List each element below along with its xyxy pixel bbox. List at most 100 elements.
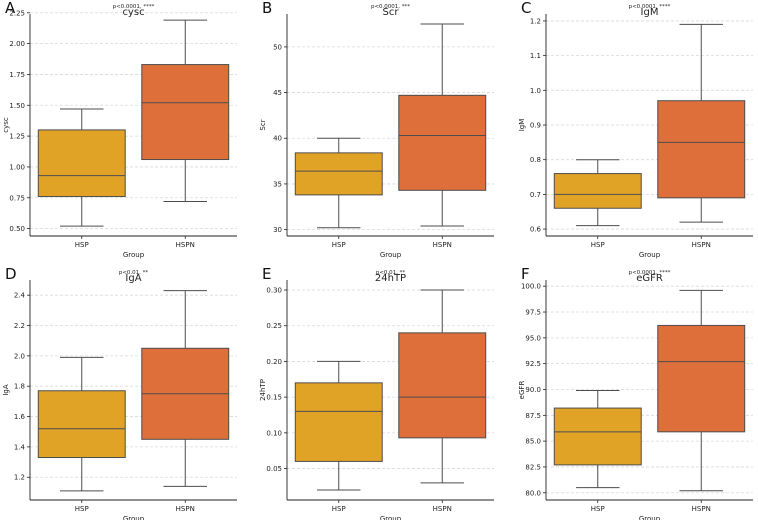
y-tick-label-b: 45 [273,89,282,97]
y-tick-label-b: 50 [273,43,282,51]
y-tick-label-c: 0.8 [530,156,541,164]
y-tick-label-f: 85.0 [525,438,541,446]
box-e-hspn [398,332,487,439]
x-axis-title-a: Group [123,251,145,259]
p-value-label-a: p<0.0001, **** [113,4,155,10]
y-axis-title-a: cysc [2,117,10,133]
y-tick-label-f: 82.5 [525,463,541,471]
y-tick-label-d: 2.0 [14,352,25,360]
panel-letter-c: C [521,0,531,17]
p-value-label-f: p<0.0001, **** [629,270,671,276]
chart-title-c: IgM [641,7,659,18]
y-tick-label-f: 87.5 [525,412,541,420]
y-tick-label-c: 0.7 [530,191,541,199]
x-tick-label-e-hspn: HSPN [433,505,452,513]
y-tick-label-c: 0.6 [530,226,542,234]
y-tick-label-d: 1.4 [14,443,26,451]
p-value-label-e: p<0.01, ** [376,270,406,276]
panel-letter-e: E [262,265,271,283]
y-tick-label-a: 0.50 [9,225,25,233]
box-f-hspn [657,324,746,433]
y-tick-label-d: 2.2 [14,322,25,330]
y-tick-label-a: 1.00 [9,163,25,171]
panel-letter-d: D [5,265,17,283]
box-b-hspn [398,94,487,191]
x-tick-label-d-hspn: HSPN [176,505,195,513]
y-tick-label-c: 1.0 [530,87,541,95]
y-tick-label-a: 1.50 [9,102,25,110]
p-value-label-d: p<0.01, ** [119,270,149,276]
y-axis-title-d: IgA [2,384,10,396]
y-tick-label-c: 0.9 [530,122,541,130]
box-a-hspn [141,64,230,161]
p-value-label-b: p<0.0001, *** [371,4,410,10]
chart-title-a: cysc [122,7,144,18]
y-tick-label-a: 0.75 [9,194,25,202]
p-value-label-c: p<0.0001, **** [629,4,671,10]
y-tick-label-f: 95.0 [525,334,541,342]
y-axis-title-f: eGFR [518,381,526,400]
x-tick-label-b-hsp: HSP [332,241,346,249]
y-tick-label-f: 92.5 [525,360,541,368]
x-axis-title-f: Group [639,515,661,520]
x-tick-label-f-hsp: HSP [591,505,605,513]
box-c-hspn [657,100,746,199]
y-tick-label-d: 1.8 [14,383,25,391]
y-tick-label-e: 0.30 [266,287,282,295]
panel-letter-b: B [262,0,272,17]
y-tick-label-b: 30 [273,226,282,234]
box-b-hsp [294,152,383,196]
x-axis-title-b: Group [380,251,402,259]
y-tick-label-d: 2.4 [14,292,26,300]
x-tick-label-a-hsp: HSP [75,241,89,249]
y-tick-label-b: 35 [273,180,282,188]
x-tick-label-f-hspn: HSPN [692,505,711,513]
panel-f: 80.0 82.5 85.0 87.5 90.0 92.5 95.0 97.5 100.0 HSP… [518,265,753,520]
x-tick-label-c-hspn: HSPN [692,241,711,249]
y-tick-label-c: 1.1 [530,52,541,60]
y-axis-title-e: 24hTP [259,379,267,401]
y-axis-title-b: Scr [259,119,267,130]
x-tick-label-e-hsp: HSP [332,505,346,513]
x-tick-label-d-hsp: HSP [75,505,89,513]
y-tick-label-e: 0.05 [266,465,282,473]
chart-title-b: Scr [383,7,400,18]
y-tick-label-f: 97.5 [525,309,541,317]
y-tick-label-f: 80.0 [525,489,541,497]
y-tick-label-a: 2.25 [9,9,25,17]
x-tick-label-c-hsp: HSP [591,241,605,249]
y-tick-label-e: 0.25 [266,322,282,330]
y-tick-label-c: 1.2 [530,17,541,25]
y-tick-label-d: 1.6 [14,413,26,421]
x-axis-title-e: Group [380,515,402,520]
y-tick-label-a: 1.75 [9,71,25,79]
panel-e: 0.05 0.10 0.15 0.20 0.25 0.30 HSP HSPN Group 24hT… [259,265,494,520]
y-tick-label-d: 1.2 [14,474,25,482]
box-e-hsp [294,382,383,462]
y-tick-label-f: 90.0 [525,386,541,394]
chart-title-f: eGFR [636,273,663,284]
x-axis-title-d: Group [123,515,145,520]
chart-title-e: 24hTP [375,273,406,284]
y-tick-label-e: 0.15 [266,394,282,402]
y-axis-title-c: IgM [518,119,526,132]
y-tick-label-f: 100.0 [521,283,541,291]
x-tick-label-a-hspn: HSPN [176,241,195,249]
x-tick-label-b-hspn: HSPN [433,241,452,249]
panel-letter-f: F [521,265,530,283]
y-tick-label-a: 1.25 [9,133,25,141]
box-d-hsp [37,390,126,459]
x-axis-title-c: Group [639,251,661,259]
y-tick-label-b: 40 [273,135,282,143]
chart-title-d: IgA [125,273,141,284]
y-tick-label-a: 2.00 [9,40,25,48]
box-c-hsp [553,173,642,209]
box-a-hsp [37,129,126,198]
box-f-hsp [553,407,642,466]
panel-letter-a: A [5,0,16,17]
y-tick-label-e: 0.10 [266,429,282,437]
